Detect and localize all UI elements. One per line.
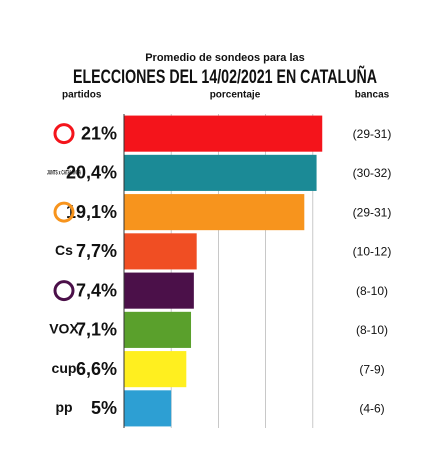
party-logo-text: cup (52, 360, 77, 376)
party-logo-text: Cs (55, 242, 73, 258)
bar (124, 194, 305, 231)
chart-title: ELECCIONES DEL 14/02/2021 EN CATALUÑA (73, 66, 377, 88)
party-logo-text: JUNTS x CATALUNYA (47, 170, 81, 176)
party-logo-text: pp (55, 399, 72, 415)
bar (124, 115, 323, 152)
bar (124, 390, 172, 427)
value-header: porcentaje (210, 90, 261, 101)
value-label: 19,1% (66, 202, 117, 222)
bar (124, 351, 187, 388)
category-header: partidos (62, 90, 102, 101)
bar (124, 272, 194, 309)
value-label: 5% (91, 398, 117, 418)
value-label: 20,4% (66, 163, 117, 183)
seats-label: (7-9) (359, 362, 384, 376)
party-logo (53, 123, 75, 145)
seats-label: (29-31) (353, 205, 392, 219)
value-label: 7,1% (76, 320, 117, 340)
seats-label: (4-6) (359, 402, 384, 416)
chart-subtitle: Promedio de sondeos para las (145, 52, 305, 64)
seats-label: (29-31) (353, 127, 392, 141)
value-label: 21% (81, 123, 117, 143)
party-logo-text: VOX (49, 321, 79, 337)
seats-label: (10-12) (353, 245, 392, 259)
seats-label: (8-10) (356, 323, 388, 337)
value-label: 7,4% (76, 280, 117, 300)
bar (124, 311, 192, 348)
bar (124, 154, 317, 191)
value-label: 7,7% (76, 241, 117, 261)
party-logo (53, 280, 75, 302)
seats-header: bancas (355, 90, 390, 101)
seats-label: (30-32) (353, 166, 392, 180)
bar (124, 233, 197, 270)
party-logo (53, 201, 75, 223)
value-label: 6,6% (76, 359, 117, 379)
seats-label: (8-10) (356, 284, 388, 298)
